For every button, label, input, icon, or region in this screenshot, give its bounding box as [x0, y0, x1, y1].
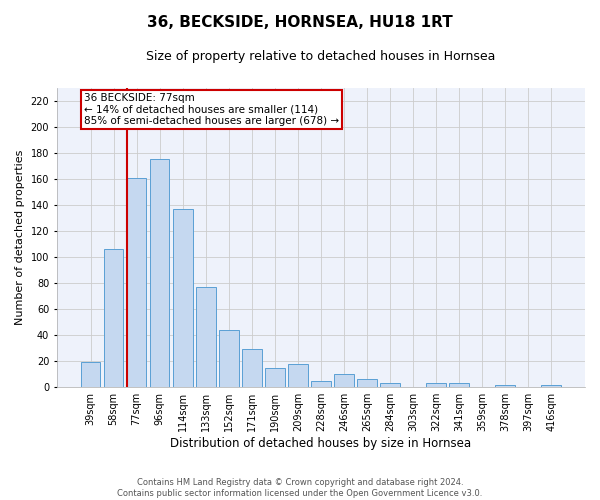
Bar [426, 384, 446, 387]
Bar [541, 384, 561, 387]
Text: 36 BECKSIDE: 77sqm
← 14% of detached houses are smaller (114)
85% of semi-detach: 36 BECKSIDE: 77sqm ← 14% of detached hou… [84, 93, 339, 126]
Text: Contains HM Land Registry data © Crown copyright and database right 2024.
Contai: Contains HM Land Registry data © Crown c… [118, 478, 482, 498]
Bar [496, 384, 515, 387]
Bar [150, 160, 169, 387]
Bar [219, 330, 239, 387]
Bar [380, 384, 400, 387]
Bar [288, 364, 308, 387]
Bar [196, 287, 215, 387]
X-axis label: Distribution of detached houses by size in Hornsea: Distribution of detached houses by size … [170, 437, 472, 450]
Title: Size of property relative to detached houses in Hornsea: Size of property relative to detached ho… [146, 50, 496, 63]
Bar [242, 350, 262, 387]
Y-axis label: Number of detached properties: Number of detached properties [15, 150, 25, 325]
Bar [449, 384, 469, 387]
Bar [334, 374, 354, 387]
Bar [104, 249, 124, 387]
Bar [127, 178, 146, 387]
Bar [311, 380, 331, 387]
Bar [357, 380, 377, 387]
Bar [173, 209, 193, 387]
Text: 36, BECKSIDE, HORNSEA, HU18 1RT: 36, BECKSIDE, HORNSEA, HU18 1RT [147, 15, 453, 30]
Bar [265, 368, 284, 387]
Bar [81, 362, 100, 387]
